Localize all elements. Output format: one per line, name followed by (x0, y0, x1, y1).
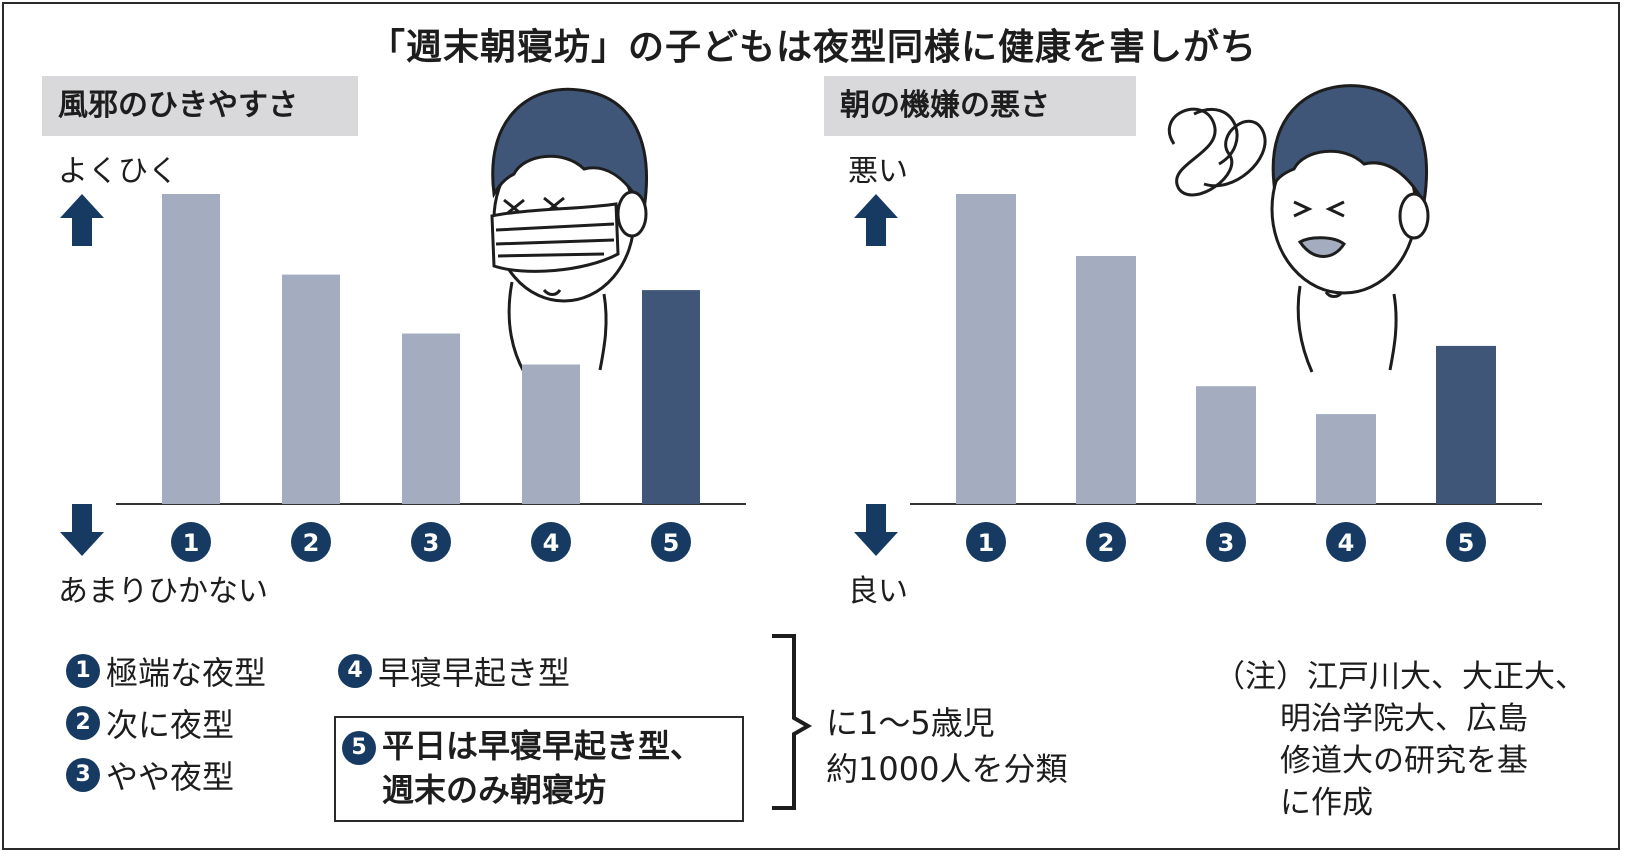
legend-label-5-line1: 平日は早寝早起き型、 (382, 727, 703, 765)
chart-2-category-badge-3: 3 (1206, 522, 1246, 562)
chart-2-tick-label-2: 2 (1098, 529, 1115, 557)
chart-2-tick-label-3: 3 (1218, 529, 1235, 557)
chart-1-y-bottom-label: あまりひかない (58, 574, 268, 609)
chart-2-bar-5 (1436, 345, 1496, 504)
note-line-2: 明治学院大、広島 (1280, 701, 1528, 737)
chart-2-category-badge-4: 4 (1326, 522, 1366, 562)
chart-2-tick-label-4: 4 (1338, 529, 1355, 557)
chart-2-bar-3 (1196, 386, 1256, 504)
legend-item-5-box (334, 716, 744, 822)
note-line-3: 修道大の研究を基 (1280, 743, 1528, 779)
legend-badge-3: 3 (66, 758, 100, 792)
bracket-line-1: に1〜5歳児 (826, 704, 995, 742)
legend-item-5: 5 平日は早寝早起き型、 週末のみ朝寝坊 (342, 724, 702, 812)
chart-1-bar-2 (282, 274, 340, 504)
chart-1-tick-label-2: 2 (303, 529, 320, 557)
note-line-4: に作成 (1280, 785, 1373, 821)
chart-1-tick-label-1: 1 (183, 529, 200, 557)
chart-1-y-top-label: よくひく (58, 154, 178, 189)
chart-1-category-badge-4: 4 (531, 522, 571, 562)
chart-2-bar-1 (956, 194, 1016, 504)
chart-1-category-badge-3: 3 (411, 522, 451, 562)
chart-2-up-arrow-icon (854, 194, 898, 246)
chart-1-tick-label-4: 4 (543, 529, 560, 557)
chart-1-tick-label-3: 3 (423, 529, 440, 557)
legend-badge-2: 2 (66, 706, 100, 740)
chart-1-bar-3 (402, 333, 460, 504)
chart-1-bar-4 (522, 364, 580, 504)
chart-1-up-arrow-icon (60, 194, 104, 246)
chart-1-title: 風邪のひきやすさ (42, 76, 358, 136)
grumpy-boy-illustration (1167, 84, 1430, 373)
note-line-1: （注）江戸川大、大正大、 (1214, 659, 1586, 695)
chart-1-down-arrow-icon (60, 504, 104, 556)
charts-canvas: 1 2 3 4 5 1 2 3 4 5 (60, 84, 1542, 562)
chart-2-y-top-label: 悪い (848, 154, 908, 189)
chart-1-category-badge-5: 5 (651, 522, 691, 562)
chart-1-bar-1 (162, 194, 220, 504)
chart-1-category-badge-2: 2 (291, 522, 331, 562)
legend-bracket-text: に1〜5歳児 約1000人を分類 (826, 700, 1067, 792)
chart-2-title: 朝の機嫌の悪さ (824, 76, 1136, 136)
legend-badge-4: 4 (338, 654, 372, 688)
chart-1-bar-5 (642, 290, 700, 504)
legend-item-2: 2 次に夜型 (66, 700, 234, 746)
legend-item-1: 1 極端な夜型 (66, 648, 266, 694)
chart-1-category-badge-1: 1 (171, 522, 211, 562)
chart-2-bar-4 (1316, 414, 1376, 504)
legend-label-5-line2: 週末のみ朝寝坊 (382, 771, 607, 809)
chart-2-tick-label-5: 5 (1458, 529, 1475, 557)
legend-label-1: 極端な夜型 (106, 654, 267, 692)
legend-badge-1: 1 (66, 654, 100, 688)
legend-label-4: 早寝早起き型 (378, 654, 571, 692)
chart-2-bar-2 (1076, 256, 1136, 504)
legend-badge-5: 5 (342, 731, 376, 765)
legend-item-3: 3 やや夜型 (66, 752, 234, 798)
chart-2-category-badge-1: 1 (966, 522, 1006, 562)
sick-boy-illustration (490, 87, 648, 373)
chart-2-category-badge-2: 2 (1086, 522, 1126, 562)
bracket-line-2: 約1000人を分類 (826, 750, 1068, 788)
legend-label-3: やや夜型 (106, 758, 235, 796)
chart-2-tick-label-1: 1 (978, 529, 995, 557)
chart-2-category-badge-5: 5 (1446, 522, 1486, 562)
chart-2-y-bottom-label: 良い (848, 574, 908, 609)
legend-label-2: 次に夜型 (106, 706, 235, 744)
chart-1-tick-label-5: 5 (663, 529, 680, 557)
source-note: （注）江戸川大、大正大、 明治学院大、広島 修道大の研究を基 に作成 (1214, 656, 1586, 824)
page-title: 「週末朝寝坊」の子どもは夜型同様に健康を害しがち (368, 27, 1257, 68)
legend-bracket (772, 634, 813, 810)
legend-item-4: 4 早寝早起き型 (338, 648, 570, 694)
chart-2-down-arrow-icon (854, 504, 898, 556)
